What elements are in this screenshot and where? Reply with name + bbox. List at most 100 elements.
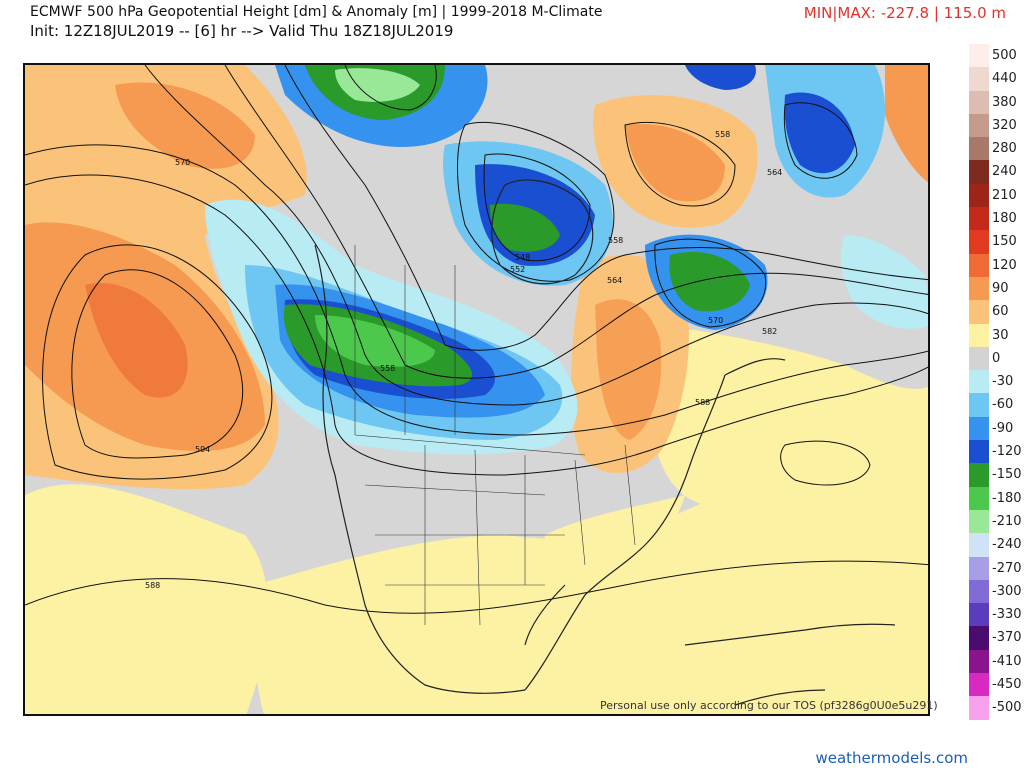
legend-swatch	[969, 323, 989, 347]
legend-row: -500	[968, 696, 1022, 720]
legend-row: -410	[968, 649, 1022, 674]
legend-swatch	[969, 44, 989, 68]
weather-map[interactable]: 570 558 564 552 548 558 564 570 582 588 …	[23, 63, 930, 716]
legend-label: 210	[992, 187, 1017, 203]
legend-row: -270	[968, 556, 1022, 580]
map-title: ECMWF 500 hPa Geopotential Height [dm] &…	[30, 4, 603, 20]
legend-row: 180	[968, 207, 1020, 231]
legend-row: 0	[968, 346, 1020, 371]
legend-label: -500	[992, 700, 1022, 716]
legend-swatch	[969, 393, 989, 417]
legend-row: 210	[968, 183, 1020, 208]
contour-label-570: 570	[175, 158, 190, 167]
anomaly-orange-alaska	[115, 82, 255, 169]
legend-label: -210	[992, 513, 1022, 529]
legend-swatch	[969, 276, 989, 301]
legend-label: 500	[992, 48, 1017, 63]
legend-swatch	[969, 440, 989, 464]
contour-label-588-east: 588	[695, 398, 710, 407]
legend-swatch	[969, 230, 989, 254]
legend-row: 380	[968, 90, 1020, 114]
legend-swatch	[969, 370, 989, 394]
legend-row: 60	[968, 300, 1020, 324]
legend-row: -120	[968, 440, 1022, 464]
anomaly-green-hudson	[490, 203, 560, 252]
legend-label: -450	[992, 677, 1022, 693]
map-canvas: 570 558 564 552 548 558 564 570 582 588 …	[25, 65, 928, 714]
legend-label: -300	[992, 583, 1022, 599]
height-contours	[25, 65, 928, 614]
contour-label-582: 582	[762, 327, 777, 336]
political-borders	[354, 245, 636, 626]
anomaly-yellow-east-us	[544, 495, 685, 605]
legend-label: -90	[992, 420, 1014, 436]
anomaly-yellow-atlantic	[652, 325, 928, 505]
legend-swatch	[969, 556, 989, 580]
legend-swatch	[969, 649, 989, 674]
legend-row: -150	[968, 463, 1022, 487]
contour-label-552: 552	[510, 265, 525, 274]
legend-swatch	[969, 463, 989, 487]
contour-label-558-canada: 558	[380, 364, 395, 373]
legend-label: 0	[992, 350, 1001, 366]
anomaly-yellow-southwest	[25, 484, 269, 714]
legend-row: -240	[968, 533, 1022, 557]
legend-swatch	[969, 183, 989, 208]
legend-row: -90	[968, 416, 1020, 441]
legend-label: 60	[992, 304, 1009, 320]
legend-row: 90	[968, 276, 1020, 301]
anomaly-orange-greenland	[625, 124, 725, 202]
legend-swatch	[969, 416, 989, 441]
contour-label-594: 594	[195, 445, 210, 454]
legend-swatch	[969, 113, 989, 138]
legend-label: 90	[992, 280, 1009, 296]
legend-label: -270	[992, 560, 1022, 576]
contour-label-558-labrador: 558	[608, 236, 623, 245]
legend-swatch	[969, 626, 989, 650]
contour-label-570-maritimes: 570	[708, 316, 723, 325]
legend-label: -410	[992, 653, 1022, 669]
min-max-readout: MIN|MAX: -227.8 | 115.0 m	[803, 4, 1006, 22]
legend-label: 280	[992, 141, 1017, 157]
legend-swatch	[969, 207, 989, 231]
legend-label: 380	[992, 94, 1017, 110]
legend-row: -370	[968, 626, 1022, 650]
legend-row: 440	[968, 67, 1020, 91]
legend-swatch	[969, 160, 989, 184]
legend-swatch	[969, 346, 989, 371]
legend-label: 30	[992, 327, 1009, 343]
anomaly-orange-northeast-corner	[885, 65, 928, 183]
valid-time-subtitle: Init: 12Z18JUL2019 -- [6] hr --> Valid T…	[30, 22, 454, 40]
legend-label: -330	[992, 607, 1022, 623]
legend-row: 500	[968, 44, 1020, 68]
legend-swatch	[969, 533, 989, 557]
anomaly-pale-green-arctic	[335, 68, 420, 102]
contour-label-558-greenland: 558	[715, 130, 730, 139]
legend-swatch	[969, 253, 989, 277]
legend-label: 120	[992, 257, 1017, 273]
legend-label: -240	[992, 537, 1022, 553]
contour-label-588-pacific: 588	[145, 581, 160, 590]
legend-row: 320	[968, 113, 1020, 138]
legend-label: 180	[992, 211, 1017, 227]
legend-swatch	[969, 603, 989, 627]
anomaly-deep-blue-top	[685, 65, 756, 90]
legend-swatch	[969, 509, 989, 534]
legend-row: 280	[968, 137, 1020, 161]
legend-label: 150	[992, 234, 1017, 250]
legend-swatch	[969, 579, 989, 604]
legend-label: -150	[992, 467, 1022, 483]
legend-row: 150	[968, 230, 1020, 254]
legend-row: -210	[968, 509, 1022, 534]
anomaly-orange-pacific-core	[85, 283, 188, 398]
legend-label: -370	[992, 630, 1022, 646]
legend-swatch	[969, 90, 989, 114]
anomaly-deep-blue-north-atlantic	[784, 92, 855, 174]
legend-swatch	[969, 137, 989, 161]
legend-row: 30	[968, 323, 1020, 347]
legend-label: 240	[992, 164, 1017, 180]
legend-row: -330	[968, 603, 1022, 627]
legend-swatch	[969, 696, 989, 720]
site-link[interactable]: weathermodels.com	[815, 749, 968, 767]
legend-swatch	[969, 673, 989, 697]
